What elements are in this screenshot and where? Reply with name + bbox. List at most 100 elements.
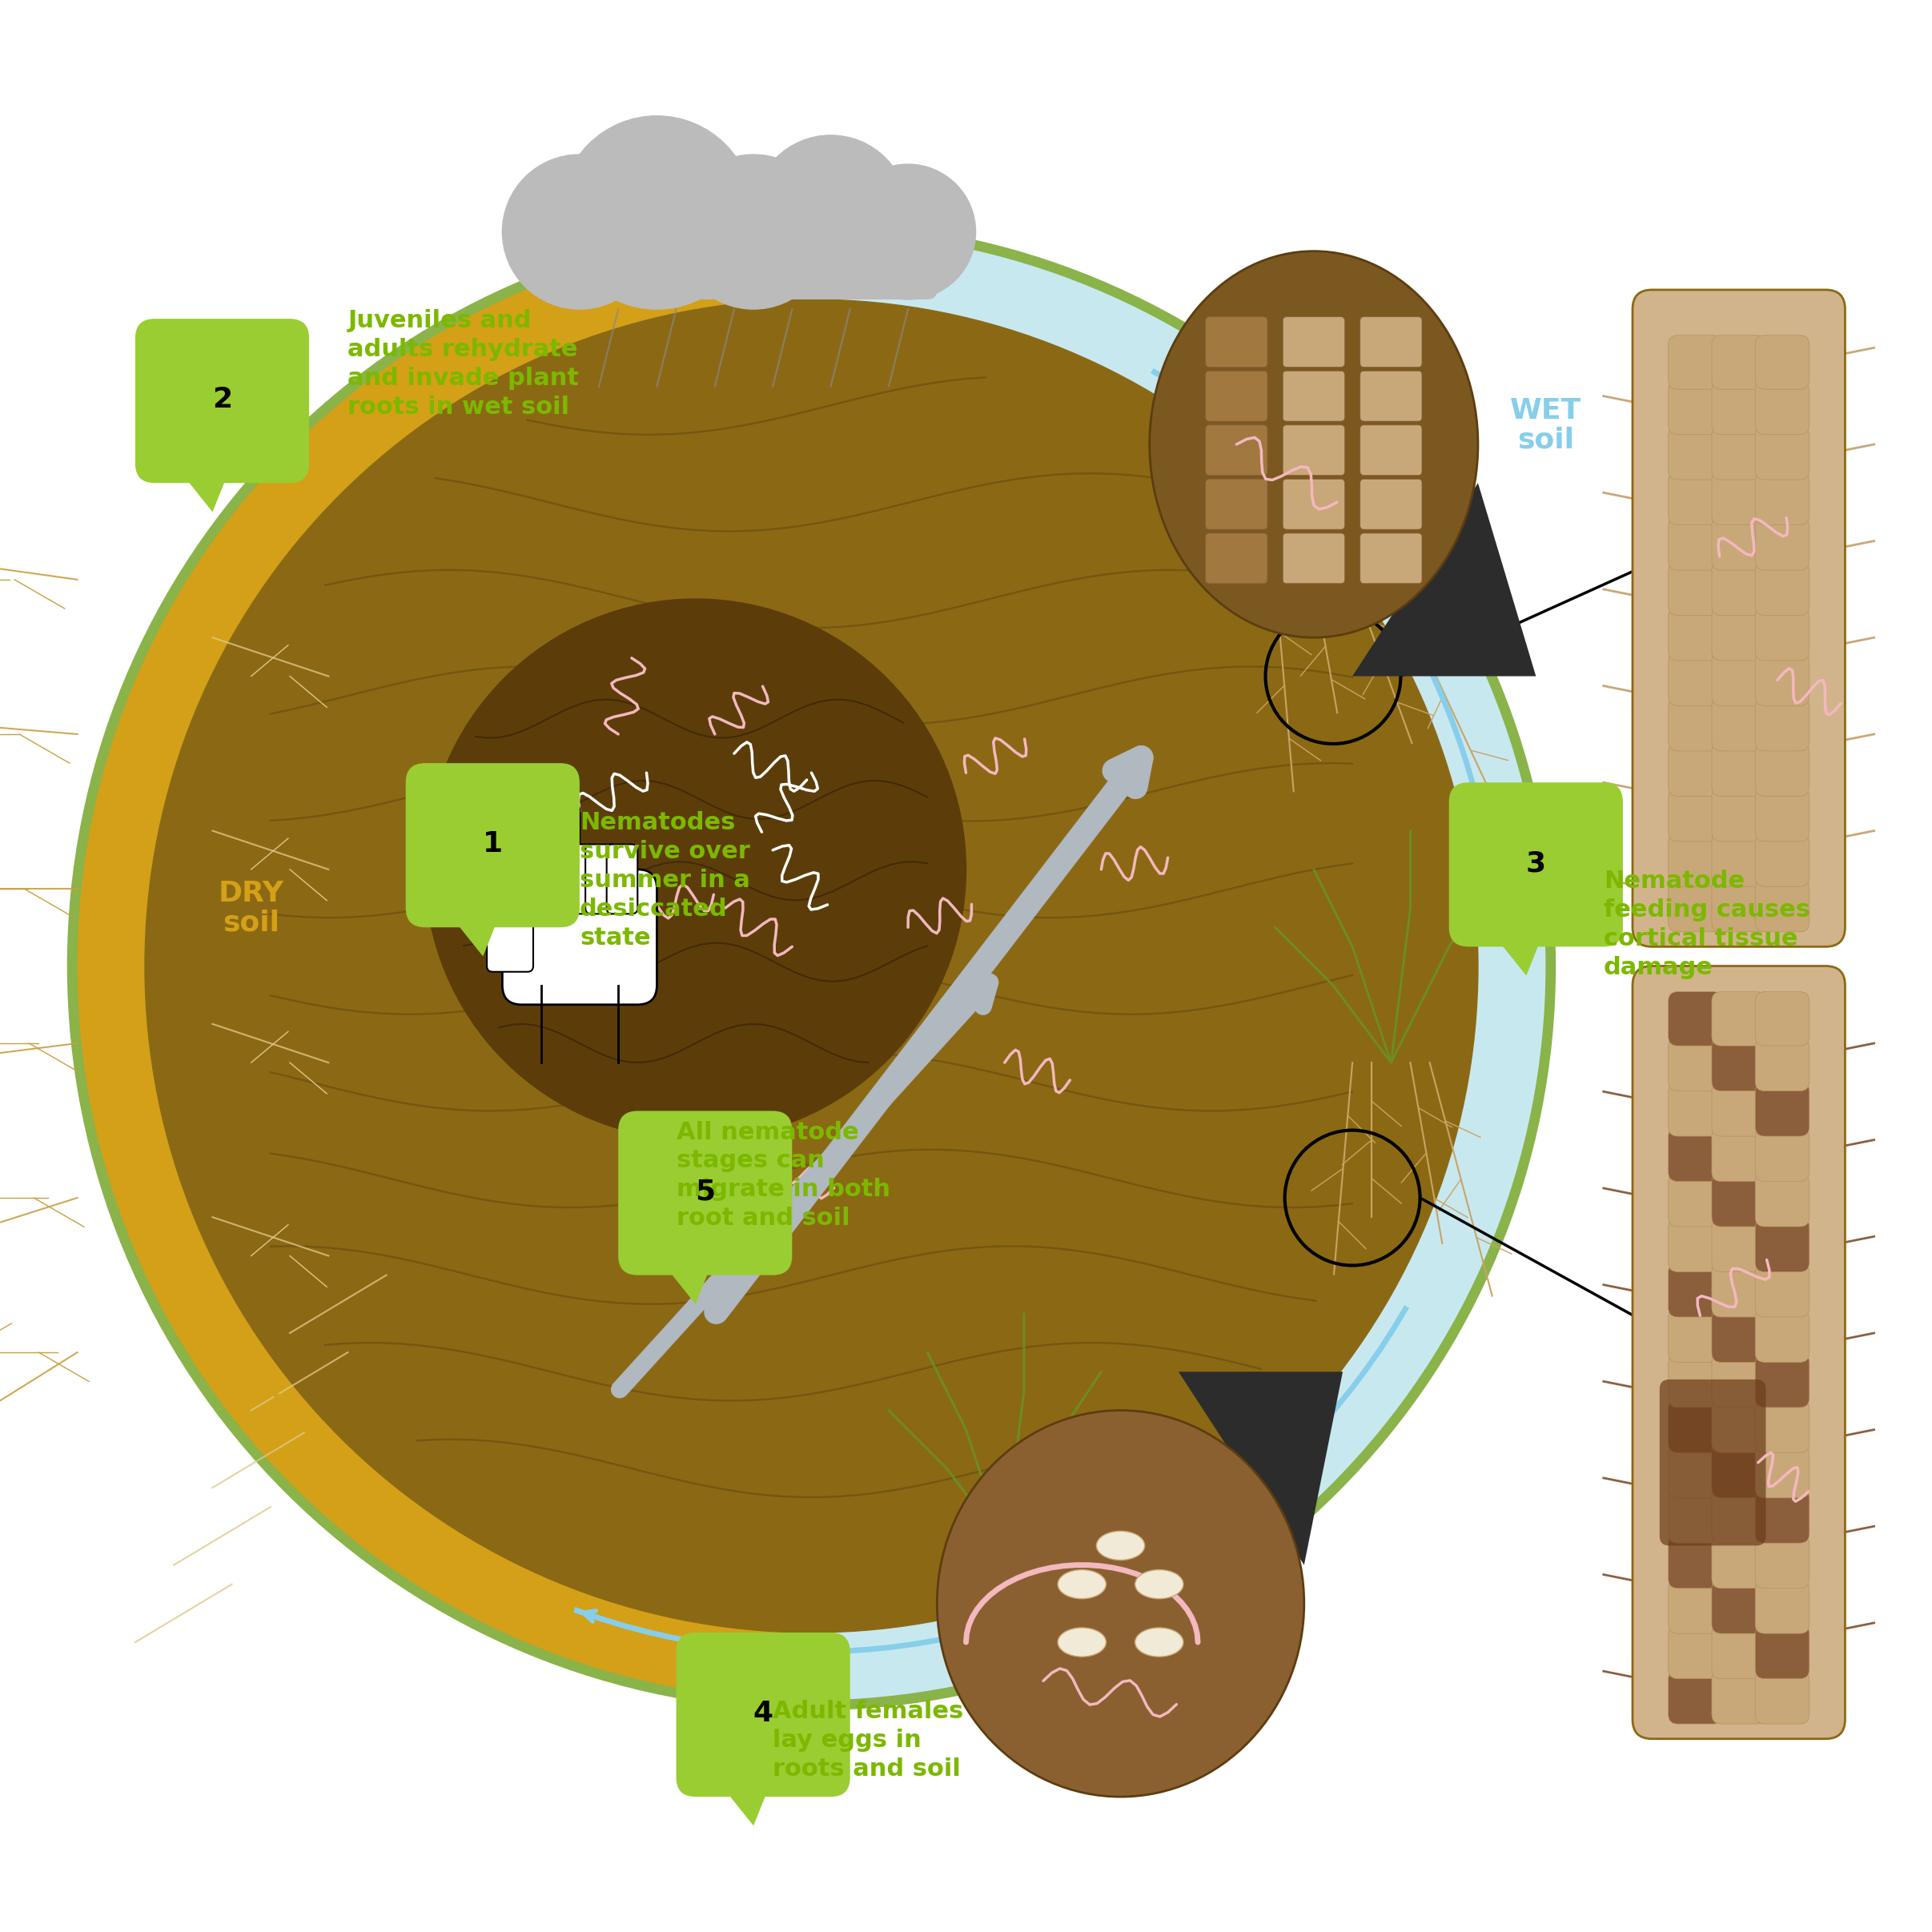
- Wedge shape: [811, 232, 1546, 1700]
- FancyBboxPatch shape: [1667, 991, 1723, 1045]
- Text: All nematode
stages can
migrate in both
root and soil: All nematode stages can migrate in both …: [676, 1121, 891, 1231]
- FancyBboxPatch shape: [585, 844, 616, 914]
- FancyBboxPatch shape: [1712, 607, 1766, 661]
- FancyBboxPatch shape: [1667, 1217, 1723, 1271]
- FancyBboxPatch shape: [1712, 1490, 1766, 1544]
- FancyBboxPatch shape: [1360, 317, 1422, 367]
- FancyBboxPatch shape: [1360, 425, 1422, 475]
- FancyBboxPatch shape: [1712, 697, 1766, 752]
- FancyBboxPatch shape: [1360, 533, 1422, 583]
- FancyBboxPatch shape: [1754, 833, 1808, 887]
- FancyBboxPatch shape: [1754, 425, 1808, 479]
- FancyBboxPatch shape: [1206, 371, 1267, 421]
- FancyBboxPatch shape: [1360, 371, 1422, 421]
- FancyBboxPatch shape: [1633, 290, 1845, 947]
- FancyBboxPatch shape: [1667, 1308, 1723, 1362]
- FancyBboxPatch shape: [1712, 1580, 1766, 1634]
- FancyBboxPatch shape: [1754, 1352, 1808, 1406]
- Text: 1: 1: [483, 831, 502, 858]
- Polygon shape: [657, 1256, 715, 1304]
- FancyBboxPatch shape: [1754, 1490, 1808, 1544]
- Ellipse shape: [1136, 1569, 1182, 1600]
- FancyBboxPatch shape: [1712, 1669, 1766, 1723]
- FancyBboxPatch shape: [1712, 651, 1766, 705]
- FancyBboxPatch shape: [502, 869, 657, 1005]
- FancyBboxPatch shape: [1754, 1534, 1808, 1588]
- Circle shape: [560, 116, 753, 309]
- FancyBboxPatch shape: [1667, 1399, 1723, 1453]
- FancyBboxPatch shape: [1360, 479, 1422, 529]
- FancyBboxPatch shape: [1667, 1128, 1723, 1182]
- FancyBboxPatch shape: [1754, 1308, 1808, 1362]
- FancyBboxPatch shape: [1712, 877, 1766, 931]
- FancyBboxPatch shape: [1206, 317, 1267, 367]
- FancyBboxPatch shape: [1754, 697, 1808, 752]
- FancyBboxPatch shape: [1754, 1580, 1808, 1634]
- Text: Adult females
lay eggs in
roots and soil: Adult females lay eggs in roots and soil: [773, 1700, 964, 1781]
- FancyBboxPatch shape: [1206, 425, 1267, 475]
- FancyBboxPatch shape: [1667, 833, 1723, 887]
- FancyBboxPatch shape: [1667, 336, 1723, 390]
- FancyBboxPatch shape: [1754, 991, 1808, 1045]
- FancyBboxPatch shape: [1667, 1580, 1723, 1634]
- FancyBboxPatch shape: [1754, 607, 1808, 661]
- FancyBboxPatch shape: [1667, 1625, 1723, 1679]
- FancyBboxPatch shape: [487, 912, 533, 972]
- FancyBboxPatch shape: [1712, 1443, 1766, 1497]
- FancyBboxPatch shape: [551, 203, 937, 299]
- Text: Juveniles and
adults rehydrate
and invade plant
roots in wet soil: Juveniles and adults rehydrate and invad…: [348, 309, 580, 419]
- Circle shape: [502, 155, 657, 309]
- FancyBboxPatch shape: [1754, 651, 1808, 705]
- FancyBboxPatch shape: [1667, 1173, 1723, 1227]
- FancyBboxPatch shape: [1712, 560, 1766, 614]
- FancyBboxPatch shape: [1754, 336, 1808, 390]
- Ellipse shape: [1136, 1627, 1182, 1658]
- FancyBboxPatch shape: [1712, 1352, 1766, 1406]
- FancyBboxPatch shape: [1283, 479, 1345, 529]
- FancyBboxPatch shape: [1667, 1490, 1723, 1544]
- FancyBboxPatch shape: [1712, 1264, 1766, 1318]
- FancyBboxPatch shape: [1754, 1399, 1808, 1453]
- FancyBboxPatch shape: [1712, 1217, 1766, 1271]
- Circle shape: [145, 299, 1478, 1633]
- FancyBboxPatch shape: [618, 1111, 792, 1275]
- FancyBboxPatch shape: [531, 802, 580, 898]
- Polygon shape: [444, 908, 502, 956]
- FancyBboxPatch shape: [1667, 1534, 1723, 1588]
- FancyBboxPatch shape: [406, 763, 580, 927]
- FancyBboxPatch shape: [676, 1633, 850, 1797]
- FancyBboxPatch shape: [1667, 1669, 1723, 1723]
- FancyBboxPatch shape: [1754, 516, 1808, 570]
- Ellipse shape: [1097, 1530, 1144, 1561]
- Text: 3: 3: [1526, 850, 1546, 877]
- FancyBboxPatch shape: [1712, 1308, 1766, 1362]
- FancyBboxPatch shape: [1206, 479, 1267, 529]
- FancyBboxPatch shape: [1667, 1082, 1723, 1136]
- FancyBboxPatch shape: [1667, 742, 1723, 796]
- Polygon shape: [715, 1777, 773, 1826]
- FancyBboxPatch shape: [1712, 1037, 1766, 1092]
- FancyBboxPatch shape: [1283, 533, 1345, 583]
- FancyBboxPatch shape: [1754, 877, 1808, 931]
- FancyBboxPatch shape: [1754, 471, 1808, 526]
- FancyBboxPatch shape: [1206, 533, 1267, 583]
- FancyBboxPatch shape: [1283, 317, 1345, 367]
- FancyBboxPatch shape: [1283, 425, 1345, 475]
- FancyBboxPatch shape: [1712, 1082, 1766, 1136]
- FancyBboxPatch shape: [1754, 381, 1808, 435]
- Polygon shape: [1488, 927, 1546, 976]
- FancyBboxPatch shape: [1754, 1082, 1808, 1136]
- FancyBboxPatch shape: [1712, 991, 1766, 1045]
- FancyBboxPatch shape: [1667, 1037, 1723, 1092]
- FancyBboxPatch shape: [1667, 1352, 1723, 1406]
- FancyBboxPatch shape: [564, 844, 595, 914]
- FancyBboxPatch shape: [1754, 1669, 1808, 1723]
- FancyBboxPatch shape: [1712, 1534, 1766, 1588]
- FancyBboxPatch shape: [1667, 381, 1723, 435]
- FancyBboxPatch shape: [1449, 782, 1623, 947]
- Circle shape: [425, 599, 966, 1140]
- FancyBboxPatch shape: [1667, 607, 1723, 661]
- Circle shape: [68, 222, 1555, 1710]
- Text: Nematodes
survive over
summer in a
desiccated
state: Nematodes survive over summer in a desic…: [580, 811, 750, 951]
- Text: 2: 2: [213, 386, 232, 413]
